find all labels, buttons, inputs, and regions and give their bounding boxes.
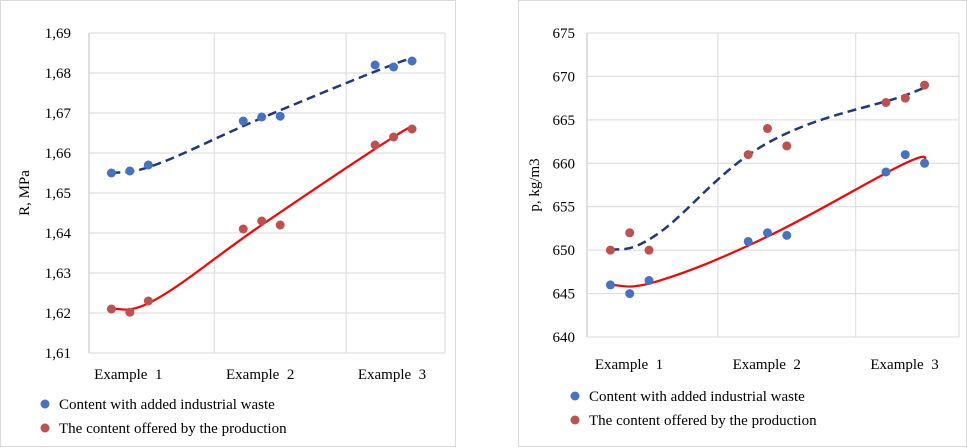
data-point-production (743, 150, 753, 160)
data-point-production (605, 245, 615, 255)
legend-marker (570, 391, 580, 401)
y-axis-label: p, kg/m3 (527, 158, 543, 211)
data-point-industrial-waste (900, 150, 910, 160)
y-tick-label: 655 (553, 200, 576, 216)
y-tick-label: 640 (553, 330, 576, 346)
data-point-production (389, 132, 399, 142)
y-tick-label: 1,67 (45, 106, 72, 122)
legend-marker (40, 399, 50, 409)
left-chart-panel: 1,61 1,62 1,63 1,64 1,65 1,66 1,67 1,68 1,69 Exam… (0, 0, 456, 447)
data-point-industrial-waste (257, 112, 267, 122)
data-point-industrial-waste (881, 167, 891, 177)
data-point-production (125, 307, 135, 317)
data-point-production (238, 224, 248, 234)
x-category-label: Example 3 (358, 367, 426, 383)
data-point-industrial-waste (625, 289, 635, 299)
right-chart-panel: 640 645 650 655 660 665 670 675 Example 1 Example… (518, 0, 967, 447)
left-chart: 1,61 1,62 1,63 1,64 1,65 1,66 1,67 1,68 1,69 Exam… (17, 26, 446, 437)
data-point-production (782, 141, 792, 151)
legend-label: Content with added industrial waste (589, 389, 805, 405)
data-point-production (407, 124, 417, 134)
y-tick-label: 650 (553, 243, 576, 259)
y-tick-label: 1,64 (45, 226, 72, 242)
data-point-production (625, 228, 635, 238)
x-category-label: Example 1 (94, 367, 162, 383)
data-point-industrial-waste (125, 166, 135, 176)
y-tick-label: 1,63 (45, 266, 71, 282)
data-point-production (762, 124, 772, 134)
y-tick-label: 645 (553, 287, 576, 303)
y-tick-label: 670 (553, 69, 576, 85)
data-point-production (920, 80, 930, 90)
solid-trendline (610, 155, 927, 288)
legend-marker (570, 415, 580, 425)
data-point-production (143, 296, 153, 306)
data-point-industrial-waste (389, 62, 399, 72)
data-point-industrial-waste (407, 56, 417, 66)
x-category-label: Example 2 (733, 357, 801, 373)
y-tick-label: 1,62 (45, 306, 71, 322)
dashed-trendline (610, 84, 927, 252)
data-point-industrial-waste (782, 230, 792, 240)
data-point-production (644, 245, 654, 255)
data-point-production (106, 304, 116, 314)
data-point-production (881, 97, 891, 107)
y-axis-label: R, MPa (17, 170, 33, 216)
data-point-industrial-waste (920, 158, 930, 168)
y-tick-label: 1,61 (45, 346, 71, 362)
legend-marker (40, 423, 50, 433)
data-point-production (900, 93, 910, 103)
data-point-industrial-waste (644, 276, 654, 286)
data-point-industrial-waste (370, 60, 380, 70)
legend-label: The content offered by the production (59, 421, 287, 437)
data-point-production (275, 220, 285, 230)
y-tick-label: 665 (553, 113, 576, 129)
y-tick-label: 660 (553, 156, 576, 172)
y-tick-label: 1,65 (45, 186, 71, 202)
legend-label: Content with added industrial waste (59, 397, 275, 413)
y-tick-label: 1,68 (45, 66, 71, 82)
data-point-industrial-waste (743, 236, 753, 246)
legend-label: The content offered by the production (589, 413, 817, 429)
x-category-label: Example 1 (595, 357, 663, 373)
right-chart: 640 645 650 655 660 665 670 675 Example 1 Example… (527, 26, 960, 429)
x-category-label: Example 3 (870, 357, 938, 373)
x-category-label: Example 2 (226, 367, 294, 383)
data-point-industrial-waste (605, 280, 615, 290)
y-tick-label: 1,66 (45, 146, 72, 162)
data-point-production (257, 216, 267, 226)
y-tick-label: 675 (553, 26, 576, 42)
data-point-industrial-waste (275, 111, 285, 121)
data-point-industrial-waste (238, 116, 248, 126)
y-tick-label: 1,69 (45, 26, 71, 42)
data-point-industrial-waste (762, 228, 772, 238)
data-point-industrial-waste (106, 168, 116, 178)
data-point-production (370, 140, 380, 150)
data-point-industrial-waste (143, 160, 153, 170)
